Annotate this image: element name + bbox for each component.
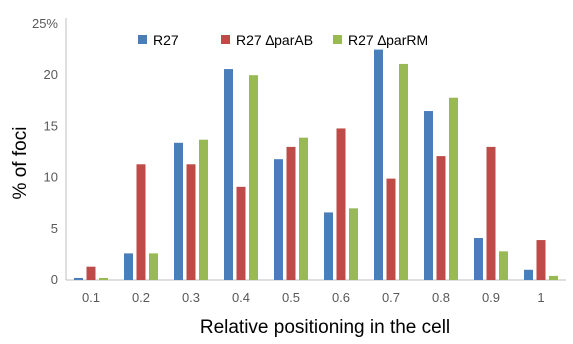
bar-r27-1 [524, 269, 533, 280]
bar-r27-parab-0.4 [236, 186, 246, 280]
bar-r27-0.8 [424, 111, 433, 280]
legend: R27 R27 ∆parAB R27 ∆parRM [138, 32, 428, 48]
bar-r27-0.1 [74, 277, 83, 280]
bar-r27-0.6 [324, 212, 333, 280]
bar-r27-0.7 [374, 49, 383, 280]
y-tick-label: 10 [44, 170, 58, 185]
y-tick-label: 15 [44, 118, 58, 133]
bar-r27-parab-0.7 [386, 178, 396, 280]
bar-r27-parab-0.8 [436, 156, 446, 280]
x-tick-label: 0.4 [232, 290, 250, 305]
x-tick-label: 0.5 [282, 290, 300, 305]
bar-r27-parab-0.3 [186, 164, 196, 280]
bar-r27-parrm-0.2 [149, 253, 158, 280]
bar-r27-parab-0.1 [86, 266, 96, 280]
y-tick-label: 5 [51, 221, 58, 236]
bar-r27-parab-1 [536, 240, 546, 280]
bar-r27-0.9 [474, 238, 483, 280]
bar-r27-parrm-0.4 [249, 75, 258, 280]
x-axis-title: Relative positioning in the cell [200, 317, 450, 338]
y-tick-label: 25% [32, 16, 58, 31]
bar-r27-parrm-1 [549, 275, 558, 280]
legend-swatch-r27 [138, 35, 147, 44]
x-tick-label: 0.1 [82, 290, 100, 305]
legend-label-r27-parrm: R27 ∆parRM [348, 32, 428, 48]
bar-r27-0.3 [174, 142, 183, 280]
bar-r27-0.5 [274, 159, 283, 280]
bar-r27-0.4 [224, 69, 233, 280]
x-axis: 0.1 0.2 0.3 0.4 0.5 0.6 0.7 0.8 0.9 1 [66, 279, 566, 305]
bar-r27-parrm-0.1 [99, 277, 108, 280]
legend-swatch-r27-parrm [333, 35, 342, 44]
x-tick-label: 0.2 [132, 290, 150, 305]
bar-r27-parab-0.9 [486, 146, 496, 280]
bar-r27-parrm-0.8 [449, 97, 458, 280]
x-tick-label: 0.6 [332, 290, 350, 305]
y-axis: 0 5 10 15 20 25% [32, 16, 67, 287]
bar-r27-parab-0.6 [336, 128, 346, 280]
bar-r27-parrm-0.7 [399, 63, 408, 280]
bar-r27-parrm-0.3 [199, 139, 208, 280]
bars [74, 49, 558, 280]
x-tick-label: 0.7 [382, 290, 400, 305]
x-tick-label: 0.8 [432, 290, 450, 305]
bar-r27-0.2 [124, 253, 133, 280]
x-tick-label: 1 [537, 290, 544, 305]
y-tick-label: 0 [51, 272, 58, 287]
y-tick-label: 20 [44, 67, 58, 82]
x-tick-label: 0.9 [482, 290, 500, 305]
bar-r27-parrm-0.5 [299, 137, 308, 280]
bar-r27-parrm-0.9 [499, 251, 508, 280]
bar-r27-parab-0.2 [136, 164, 146, 280]
bar-r27-parab-0.5 [286, 146, 296, 280]
legend-label-r27-parab: R27 ∆parAB [236, 32, 313, 48]
y-axis-title: % of foci [10, 127, 31, 200]
legend-swatch-r27-parab [221, 35, 230, 44]
legend-label-r27: R27 [153, 32, 179, 48]
bar-r27-parrm-0.6 [349, 208, 358, 280]
x-tick-label: 0.3 [182, 290, 200, 305]
